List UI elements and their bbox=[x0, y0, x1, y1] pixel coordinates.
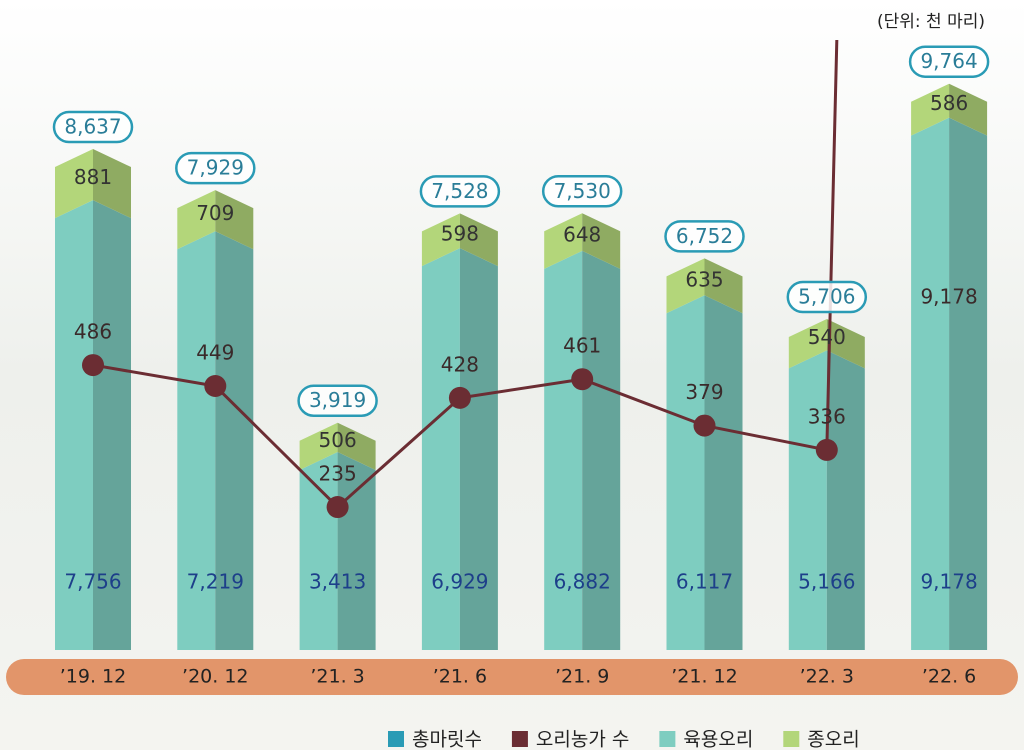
legend-swatch bbox=[388, 731, 404, 747]
value-label: 881 bbox=[74, 165, 112, 189]
total-label: 6,752 bbox=[676, 224, 733, 248]
total-label: 9,764 bbox=[920, 49, 977, 73]
value-label: 648 bbox=[563, 223, 601, 247]
chart: (단위: 천 마리) ’19. 12 7,756 881 8,637 ’20. 12 7,… bbox=[0, 0, 1024, 750]
bar-left bbox=[789, 350, 827, 650]
value-label: 9,178 bbox=[920, 570, 977, 594]
line-point bbox=[327, 496, 349, 518]
value-label: 506 bbox=[319, 428, 357, 452]
legend-swatch bbox=[659, 731, 675, 747]
value-label: 635 bbox=[685, 267, 723, 291]
line-point bbox=[816, 439, 838, 461]
bar-left bbox=[667, 295, 705, 650]
value-label: 6,117 bbox=[676, 570, 733, 594]
legend-label: 종오리 bbox=[807, 729, 859, 750]
line-point bbox=[82, 354, 104, 376]
line-label: 9,178 bbox=[920, 285, 977, 309]
unit-note: (단위: 천 마리) bbox=[877, 12, 985, 32]
line-point bbox=[449, 387, 471, 409]
page: {"chart_data": {"type": "bar", "unit_not… bbox=[0, 0, 1024, 750]
x-tick-label: ’22. 6 bbox=[922, 666, 976, 688]
x-tick-label: ’21. 9 bbox=[555, 666, 609, 688]
total-label: 7,929 bbox=[187, 156, 244, 180]
total-label: 8,637 bbox=[64, 115, 121, 139]
line-label: 379 bbox=[685, 380, 723, 404]
legend-label: 오리농가 수 bbox=[536, 729, 629, 750]
x-tick-label: ’21. 3 bbox=[310, 666, 364, 688]
legend-swatch bbox=[512, 731, 528, 747]
value-label: 586 bbox=[930, 91, 968, 115]
total-label: 3,919 bbox=[309, 388, 366, 412]
value-label: 6,929 bbox=[431, 570, 488, 594]
line-point bbox=[204, 375, 226, 397]
line-point bbox=[571, 368, 593, 390]
value-label: 5,166 bbox=[798, 570, 855, 594]
legend-swatch bbox=[783, 731, 799, 747]
legend-label: 육용오리 bbox=[683, 729, 753, 750]
x-tick-label: ’21. 6 bbox=[433, 666, 487, 688]
category-band bbox=[6, 659, 1018, 695]
x-tick-label: ’19. 12 bbox=[60, 666, 126, 688]
value-label: 6,882 bbox=[554, 570, 611, 594]
line-label: 428 bbox=[441, 352, 479, 376]
total-label: 7,528 bbox=[431, 179, 488, 203]
value-label: 598 bbox=[441, 221, 479, 245]
value-label: 7,219 bbox=[187, 570, 244, 594]
x-tick-label: ’21. 12 bbox=[671, 666, 737, 688]
line-point bbox=[694, 415, 716, 437]
total-label: 5,706 bbox=[798, 285, 855, 309]
value-label: 540 bbox=[808, 325, 846, 349]
line-label: 235 bbox=[319, 462, 357, 486]
bar-right bbox=[827, 350, 865, 650]
total-label: 7,530 bbox=[554, 179, 611, 203]
x-tick-label: ’22. 3 bbox=[800, 666, 854, 688]
line-label: 461 bbox=[563, 334, 601, 358]
bar-right bbox=[705, 295, 743, 650]
x-tick-label: ’20. 12 bbox=[182, 666, 248, 688]
line-label: 449 bbox=[196, 340, 234, 364]
legend: 총마릿수 오리농가 수 육용오리 종오리 bbox=[388, 729, 860, 750]
legend-label: 총마릿수 bbox=[412, 729, 482, 750]
value-label: 7,756 bbox=[64, 570, 121, 594]
value-label: 3,413 bbox=[309, 570, 366, 594]
line-label: 336 bbox=[808, 404, 846, 428]
value-label: 709 bbox=[196, 201, 234, 225]
line-label: 486 bbox=[74, 320, 112, 344]
